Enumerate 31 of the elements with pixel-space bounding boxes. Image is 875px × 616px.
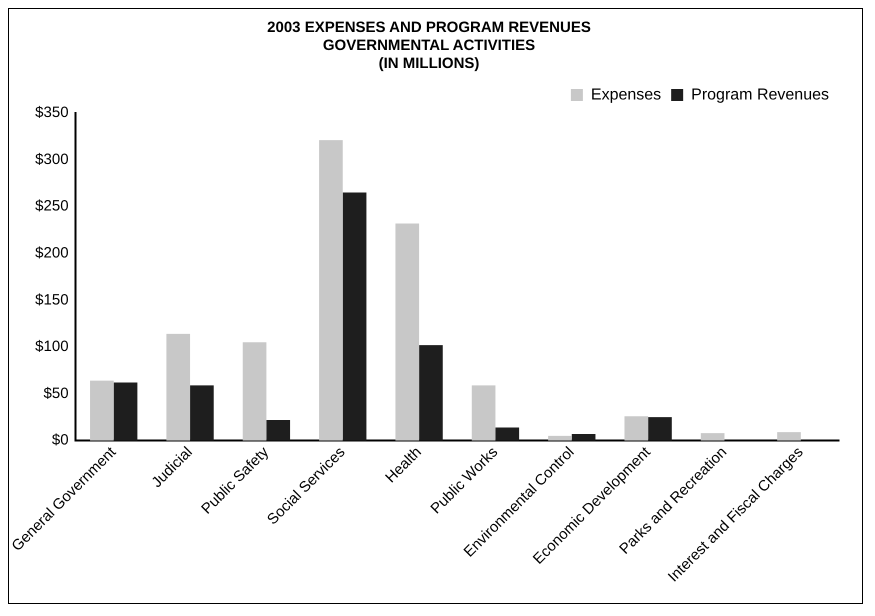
bar [495,427,520,441]
text: 2003 EXPENSES AND PROGRAM REVENUES [267,19,591,36]
text: GOVERNMENTAL ACTIVITIES [322,37,536,54]
bar [190,385,214,441]
bar [548,436,572,441]
y-tick-label: $100 [35,338,69,356]
bar [319,140,343,441]
bar [266,420,290,441]
y-tick-label: $150 [35,291,69,308]
bar [572,434,596,441]
bar [472,385,496,441]
bar [648,417,672,441]
bar [777,432,801,441]
bar [419,345,443,441]
text: (IN MILLIONS) [378,55,480,72]
bar [342,192,366,441]
y-tick-label: $0 [52,432,69,449]
y-tick-label: $250 [35,198,69,215]
bar [624,416,648,441]
bar [166,334,190,441]
y-tick-label: $200 [35,244,69,262]
bar [90,380,114,441]
bar [700,433,724,441]
y-tick-label: $50 [44,384,69,402]
legend-label: Program Revenues [691,86,829,104]
y-tick-label: $350 [35,104,69,122]
bar [114,382,138,441]
y-tick-label: $300 [35,150,69,168]
bar [242,342,266,441]
legend-label: Expenses [590,86,662,104]
bar [395,223,420,441]
